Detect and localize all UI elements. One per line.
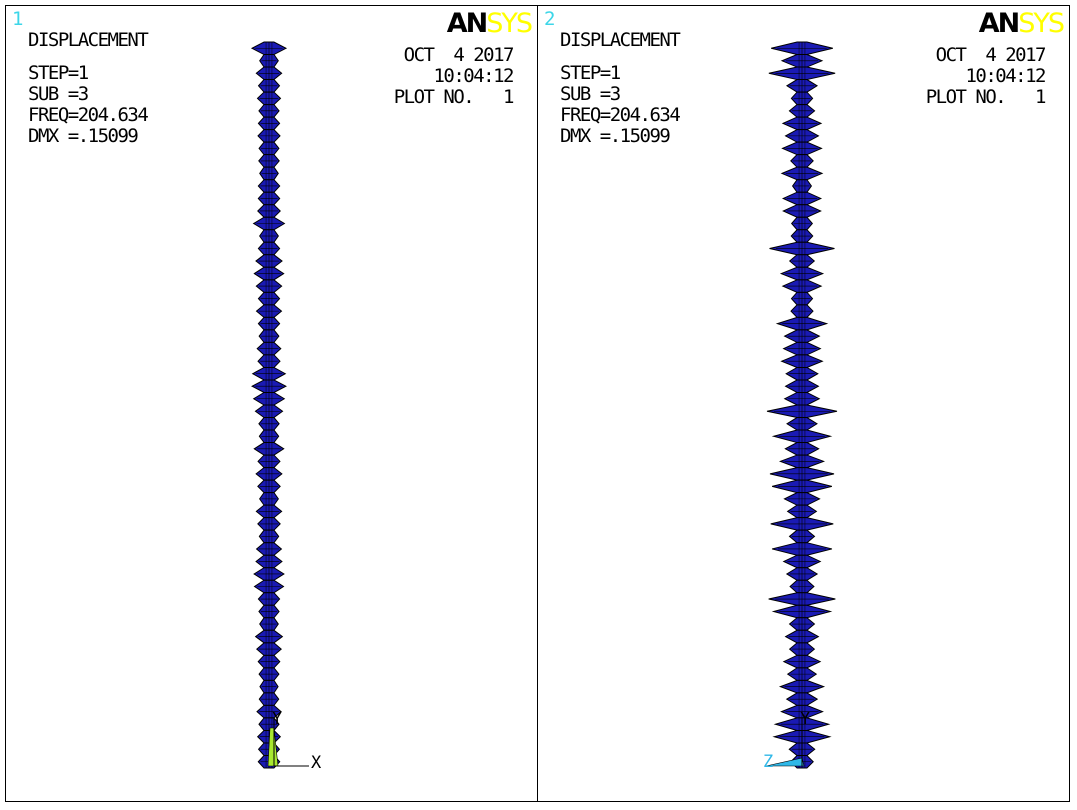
deformed-mesh-plot-1: YX — [250, 41, 322, 773]
ansys-logo: ANSYS — [446, 8, 533, 39]
y-axis-label: Y — [272, 709, 282, 729]
plot-number: PLOT NO. 1 — [925, 86, 1047, 108]
column-mesh — [250, 41, 288, 769]
plot-date: OCT 4 2017 — [935, 44, 1047, 66]
window-number: 2 — [544, 8, 556, 30]
dmx-label: DMX =.15099 — [28, 125, 139, 147]
step-label: STEP=1 — [560, 62, 621, 84]
freq-label: FREQ=204.634 — [28, 104, 149, 126]
coordinate-triad-icon: YX — [267, 709, 322, 773]
result-title: DISPLACEMENT — [28, 29, 149, 51]
window-number: 1 — [12, 8, 24, 30]
z-axis-label: Z — [763, 752, 773, 772]
dmx-label: DMX =.15099 — [560, 125, 671, 147]
ansys-logo: ANSYS — [978, 8, 1065, 39]
coordinate-triad-icon: YZ — [763, 709, 810, 772]
step-label: STEP=1 — [28, 62, 89, 84]
plot-time: 10:04:12 — [965, 65, 1046, 87]
deformed-mesh-plot-2: YZ — [763, 41, 838, 772]
window-divider — [537, 5, 538, 802]
column-mesh — [766, 41, 838, 769]
freq-label: FREQ=204.634 — [560, 104, 681, 126]
x-axis-label: X — [311, 753, 322, 773]
plot-time: 10:04:12 — [433, 65, 514, 87]
y-axis-label: Y — [800, 709, 810, 729]
plot-number: PLOT NO. 1 — [393, 86, 515, 108]
plot-date: OCT 4 2017 — [403, 44, 515, 66]
sub-label: SUB =3 — [560, 83, 621, 105]
sub-label: SUB =3 — [28, 83, 89, 105]
result-title: DISPLACEMENT — [560, 29, 681, 51]
